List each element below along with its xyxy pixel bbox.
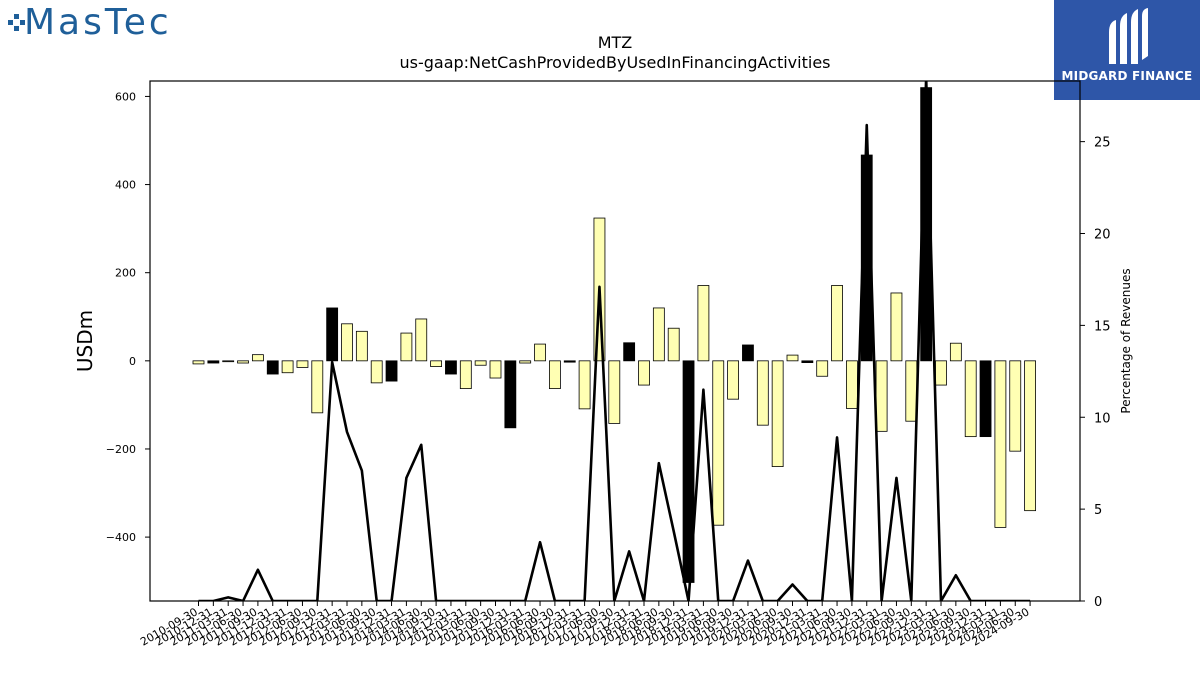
bar-2012-12-31 (326, 307, 339, 362)
bar-2019-12-31 (742, 344, 754, 362)
y-right-tick-label: 0 (1094, 595, 1102, 610)
bar-2021-09-30 (846, 360, 858, 409)
bar-2018-06-30 (652, 307, 665, 362)
midgard-emblem-icon (1109, 8, 1148, 64)
y-tick-label: 200 (115, 267, 136, 280)
y-axis-label: USDm (73, 310, 97, 372)
bar-2017-03-31 (578, 360, 591, 410)
y-tick-label: 600 (115, 90, 136, 103)
bar-2019-06-30 (712, 360, 725, 526)
y-tick-label: 0 (129, 355, 136, 368)
bar-2013-06-30 (355, 330, 368, 362)
bar-2014-06-30 (415, 318, 428, 362)
bar-2018-09-30 (667, 327, 680, 362)
bar-2015-06-30 (474, 360, 487, 366)
bar-2010-12-31 (207, 360, 220, 364)
bar-2021-03-31 (816, 360, 829, 377)
bar-2012-03-31 (281, 360, 294, 374)
bar-2022-03-31 (875, 360, 888, 432)
y-tick-label: −200 (106, 443, 136, 456)
bar-2020-03-31 (756, 360, 769, 426)
y-axis-right-label: Percentage of Revenues (1119, 268, 1133, 413)
y-right-tick-label: 15 (1094, 319, 1111, 334)
bar-2023-09-30 (964, 360, 977, 438)
bar-2014-09-30 (430, 360, 443, 367)
bar-2016-06-30 (534, 343, 546, 362)
midgard-finance-caption: MIDGARD FINANCE (1061, 69, 1193, 83)
bar-2018-03-31 (638, 360, 650, 386)
bar-2024-09-30 (1024, 360, 1036, 512)
bar-2010-09-30 (192, 360, 205, 365)
mastec-logo-mark-icon (8, 14, 30, 36)
bar-2012-06-30 (296, 360, 309, 368)
y-tick-label: −400 (106, 531, 136, 544)
y-right-tick-label: 25 (1094, 136, 1111, 151)
bar-2017-09-30 (608, 360, 621, 424)
bar-2019-03-31 (697, 285, 710, 362)
chart-subtitle: us-gaap:NetCashProvidedByUsedInFinancing… (399, 53, 830, 72)
bar-2020-06-30 (771, 360, 784, 467)
bar-2014-03-31 (400, 332, 413, 362)
bar-2021-06-30 (831, 285, 843, 362)
bar-2022-06-30 (890, 292, 903, 362)
plot-frame (149, 80, 1081, 602)
bar-2022-09-30 (905, 360, 918, 422)
bar-2012-09-30 (311, 360, 324, 414)
bar-2016-12-31 (563, 360, 576, 363)
bar-2011-12-31 (266, 360, 279, 375)
bar-2011-06-30 (237, 360, 249, 364)
bar-2011-03-31 (222, 360, 235, 363)
bar-2011-09-30 (251, 354, 264, 362)
bar-2020-12-31 (801, 360, 814, 363)
bar-2024-06-30 (1009, 360, 1022, 452)
bar-2016-09-30 (549, 360, 561, 389)
mastec-logo: MasTec (8, 2, 208, 46)
mastec-logo-text: MasTec (24, 2, 172, 43)
bar-2019-09-30 (727, 360, 739, 400)
y-tick-label: 400 (115, 179, 136, 192)
bar-2015-09-30 (489, 360, 502, 379)
midgard-finance-logo: MIDGARD FINANCE (1054, 0, 1200, 100)
bar-2015-12-31 (504, 360, 517, 429)
bar-2013-12-31 (385, 360, 398, 382)
y-right-tick-label: 5 (1094, 503, 1102, 518)
y-right-tick-label: 20 (1094, 228, 1111, 243)
bar-2013-03-31 (341, 323, 353, 362)
bar-2015-03-31 (459, 360, 472, 389)
y-right-tick-label: 10 (1094, 411, 1111, 426)
chart-title: MTZ (598, 33, 633, 52)
bar-2020-09-30 (786, 354, 799, 362)
bar-2017-12-31 (623, 342, 636, 362)
bar-2024-03-31 (994, 360, 1007, 528)
bar-2013-09-30 (370, 360, 383, 384)
bar-2023-12-31 (979, 360, 992, 438)
bar-2023-03-31 (935, 360, 947, 386)
pct-revenue-line (198, 81, 1031, 601)
plot-area: −400−200020040060005101520252010-09-3020… (106, 80, 1111, 649)
bar-2023-06-30 (949, 342, 962, 362)
bar-2016-03-31 (519, 360, 532, 364)
bar-2014-12-31 (445, 360, 457, 375)
